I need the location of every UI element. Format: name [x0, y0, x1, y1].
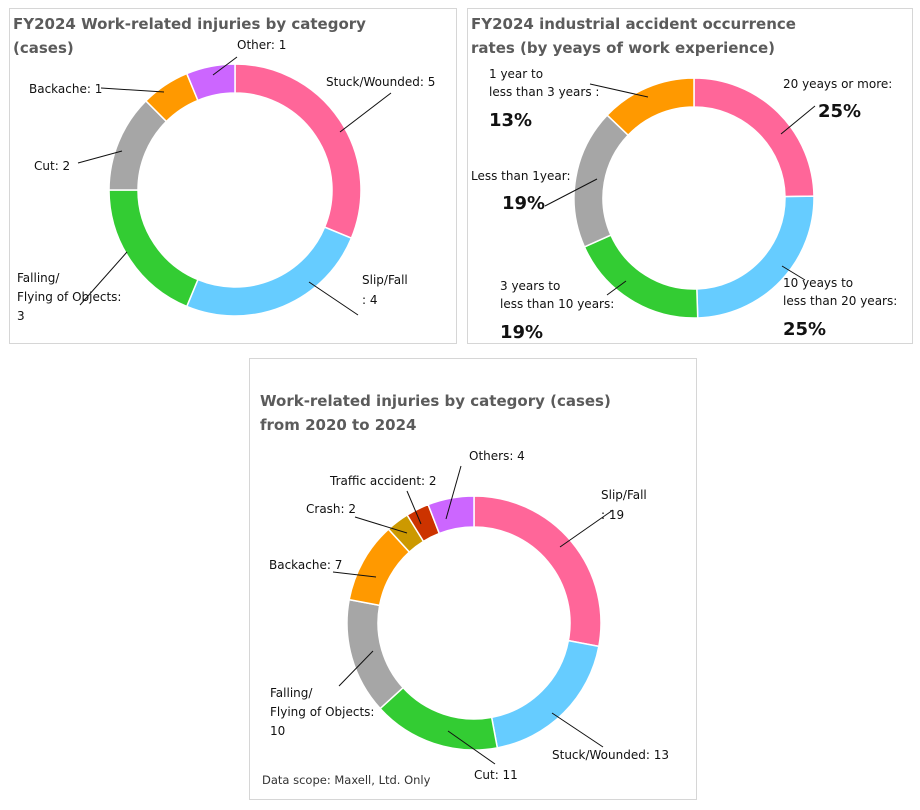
data-label-slip-fall: Slip/Fall: 4	[362, 273, 408, 307]
slice-1-year-to-less-than-3-years	[606, 77, 695, 137]
data-label-cut: Cut: 2	[34, 159, 70, 173]
slice-less-than-1year	[573, 114, 630, 248]
data-label-other: Other: 1	[237, 38, 286, 52]
leader-line-crash	[354, 516, 408, 534]
leader-line-backache	[332, 571, 377, 578]
data-label-backache: Backache: 1	[29, 82, 102, 96]
chart-title: Work-related injuries by category (cases…	[260, 389, 611, 437]
donut-chart-2020-2024-categories: Slip/Fall: 19 Stuck/Wounded: 13 Cut: 11 Fal…	[269, 449, 669, 782]
slice-others	[427, 495, 475, 535]
slice-cut	[108, 99, 168, 191]
data-label-less-than-1year: Less than 1year:	[471, 169, 571, 183]
leader-line-falling-flying-of-objects	[338, 650, 374, 687]
leader-line-10-yeays-to-less-than-20-years	[781, 265, 806, 281]
leader-line-other	[212, 56, 238, 76]
leader-line-stuck-wounded	[339, 92, 392, 133]
data-label-10-yeays-to-less-than-20-years: 10 yeays to less than 20 years:	[783, 276, 897, 308]
data-label-cut: Cut: 11	[474, 768, 518, 782]
data-label-backache: Backache: 7	[269, 558, 342, 572]
leader-line-3-years-to-less-than-10-years	[606, 280, 627, 296]
slice-slip-fall	[473, 495, 602, 648]
leader-line-20-yeays-or-more	[780, 105, 816, 135]
chart-title-line: from 2020 to 2024	[260, 416, 417, 434]
donut-slices	[346, 495, 602, 751]
leader-line-less-than-1year	[544, 178, 598, 207]
data-label-crash: Crash: 2	[306, 502, 356, 516]
data-label-others: Others: 4	[469, 449, 525, 463]
data-label-traffic-accident: Traffic accident: 2	[329, 474, 437, 488]
donut-slices	[108, 63, 362, 317]
slice-stuck-wounded	[490, 639, 600, 749]
leader-line-traffic-accident	[406, 490, 422, 525]
chart-panel-fy2024-categories: FY2024 Work-related injuries by category…	[9, 8, 457, 344]
slice-falling-flying-of-objects	[108, 189, 199, 308]
data-scope-note: Data scope: Maxell, Ltd. Only	[262, 773, 431, 787]
chart-title-line: FY2024 Work-related injuries by category	[13, 15, 366, 33]
data-label-slip-fall: Slip/Fall: 19	[601, 488, 647, 522]
slice-20-yeays-or-more	[693, 77, 815, 198]
leader-line-cut	[447, 730, 496, 765]
chart-title: FY2024 Work-related injuries by category…	[13, 12, 366, 60]
donut-slices	[573, 77, 815, 319]
data-label-3-years-to-less-than-10-years: 3 years to less than 10 years:	[500, 279, 614, 311]
slice-slip-fall	[185, 226, 353, 317]
chart-panel-2020-2024-categories: Work-related injuries by category (cases…	[249, 358, 697, 800]
chart-title-line: (cases)	[13, 39, 74, 57]
data-label-falling-flying-of-objects: Falling/Flying of Objects: 3	[17, 271, 121, 323]
leader-line-1-year-to-less-than-3-years	[589, 83, 649, 98]
value-label-less-than-1year: 19%	[502, 193, 545, 214]
donut-chart-fy2024-categories: Stuck/Wounded: 5 Slip/Fall: 4 Falling/Flyi…	[17, 38, 435, 323]
chart-title-line: rates (by yeays of work experience)	[471, 39, 776, 57]
leader-line-slip-fall	[308, 281, 359, 316]
leader-line-backache	[100, 87, 165, 93]
leader-line-falling-flying-of-objects	[79, 251, 128, 306]
data-label-stuck-wounded: Stuck/Wounded: 13	[552, 748, 669, 762]
donut-labels: Stuck/Wounded: 5 Slip/Fall: 4 Falling/Flyi…	[17, 38, 435, 323]
data-label-1-year-to-less-than-3-years: 1 year to less than 3 years :	[489, 67, 599, 99]
chart-title-line: Work-related injuries by category (cases…	[260, 392, 611, 410]
slice-other	[185, 63, 236, 102]
data-label-falling-flying-of-objects: Falling/Flying of Objects: 10	[270, 686, 374, 738]
donut-labels: 20 yeays or more: 25% 10 yeays to less than…	[471, 67, 897, 343]
value-label-10-yeays-to-less-than-20-years: 25%	[783, 319, 826, 340]
donut-labels: Slip/Fall: 19 Stuck/Wounded: 13 Cut: 11 Fal…	[269, 449, 669, 782]
leader-line-others	[445, 465, 462, 520]
data-label-stuck-wounded: Stuck/Wounded: 5	[326, 75, 435, 89]
leader-line-stuck-wounded	[551, 712, 604, 748]
data-label-20-yeays-or-more: 20 yeays or more:	[783, 77, 892, 91]
slice-stuck-wounded	[234, 63, 362, 240]
chart-panel-fy2024-experience: FY2024 industrial accident occurrence ra…	[467, 8, 913, 344]
value-label-20-yeays-or-more: 25%	[818, 101, 861, 122]
value-label-3-years-to-less-than-10-years: 19%	[500, 322, 543, 343]
slice-cut	[379, 686, 499, 751]
leader-line-slip-fall	[559, 509, 614, 548]
leader-line-cut	[77, 150, 123, 164]
donut-chart-fy2024-experience: 20 yeays or more: 25% 10 yeays to less than…	[471, 67, 897, 343]
chart-title: FY2024 industrial accident occurrence ra…	[471, 12, 796, 60]
chart-title-line: FY2024 industrial accident occurrence	[471, 15, 796, 33]
slice-falling-flying-of-objects	[346, 598, 405, 710]
value-label-1-year-to-less-than-3-years: 13%	[489, 110, 532, 131]
